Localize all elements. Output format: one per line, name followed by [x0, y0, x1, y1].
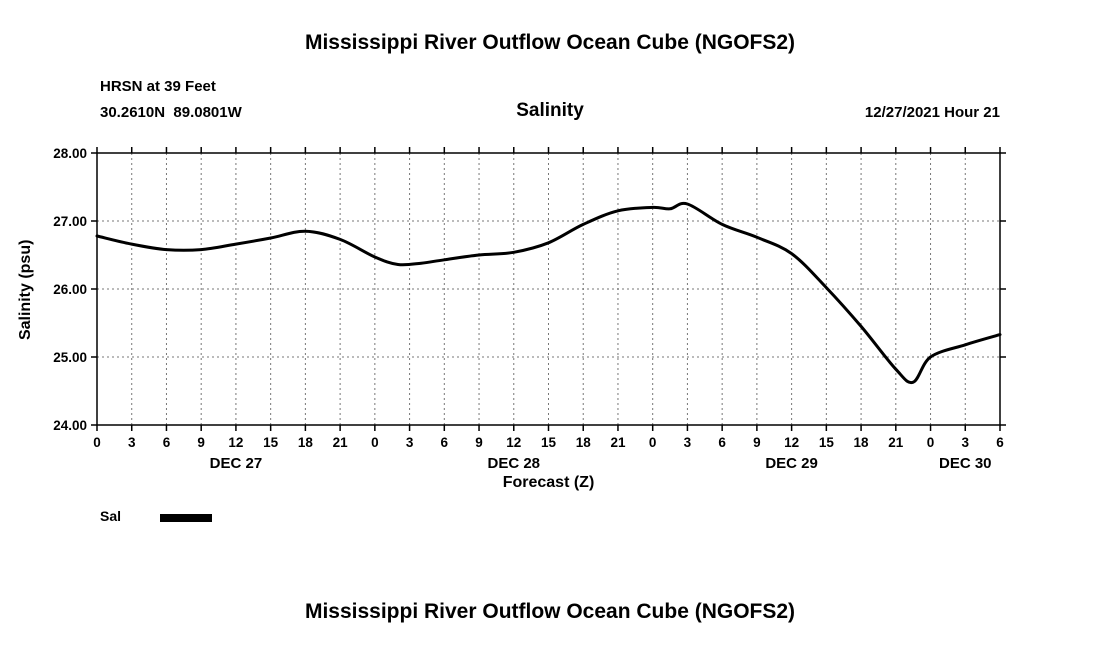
- day-label: DEC 30: [939, 455, 992, 472]
- station-label: HRSN at 39 Feet: [100, 78, 216, 95]
- page-title-bottom: Mississippi River Outflow Ocean Cube (NG…: [304, 600, 796, 623]
- x-tick-label: 21: [888, 435, 904, 450]
- x-tick-label: 18: [298, 435, 314, 450]
- x-tick-label: 0: [93, 435, 101, 450]
- x-tick-label: 9: [753, 435, 761, 450]
- x-tick-label: 0: [371, 435, 379, 450]
- x-tick-label: 12: [228, 435, 243, 450]
- y-tick-label: 28.00: [53, 146, 87, 161]
- chart-variable-title: Salinity: [516, 100, 584, 121]
- x-tick-label: 15: [541, 435, 557, 450]
- y-tick-label: 24.00: [53, 418, 87, 433]
- x-axis-title: Forecast (Z): [502, 474, 595, 491]
- x-tick-label: 3: [684, 435, 692, 450]
- x-tick-label: 21: [333, 435, 349, 450]
- x-tick-label: 3: [128, 435, 136, 450]
- y-tick-label: 25.00: [53, 350, 87, 365]
- x-tick-label: 18: [576, 435, 592, 450]
- x-tick-label: 12: [506, 435, 521, 450]
- x-tick-label: 0: [927, 435, 935, 450]
- x-tick-label: 3: [962, 435, 970, 450]
- x-tick-label: 0: [649, 435, 657, 450]
- x-tick-label: 6: [441, 435, 449, 450]
- y-tick-label: 27.00: [53, 214, 87, 229]
- legend-label-sal: Sal: [100, 508, 122, 524]
- x-tick-label: 18: [854, 435, 870, 450]
- y-tick-label: 26.00: [53, 282, 87, 297]
- x-tick-label: 6: [163, 435, 171, 450]
- series-line-sal: [95, 201, 1002, 385]
- x-tick-label: 9: [197, 435, 205, 450]
- x-tick-label: 21: [610, 435, 626, 450]
- x-tick-label: 9: [475, 435, 483, 450]
- coordinates-label: 30.2610N 89.0801W: [100, 104, 242, 121]
- x-tick-label: 6: [996, 435, 1004, 450]
- x-tick-label: 3: [406, 435, 414, 450]
- x-tick-label: 6: [718, 435, 726, 450]
- day-label: DEC 27: [210, 455, 263, 472]
- day-label: DEC 28: [488, 455, 541, 472]
- page-title-top: Mississippi River Outflow Ocean Cube (NG…: [304, 31, 796, 54]
- legend-line-swatch: [160, 514, 212, 522]
- forecast-timestamp: 12/27/2021 Hour 21: [864, 104, 1000, 121]
- x-tick-label: 15: [263, 435, 279, 450]
- x-tick-label: 12: [784, 435, 799, 450]
- x-tick-label: 15: [819, 435, 835, 450]
- day-label: DEC 29: [765, 455, 818, 472]
